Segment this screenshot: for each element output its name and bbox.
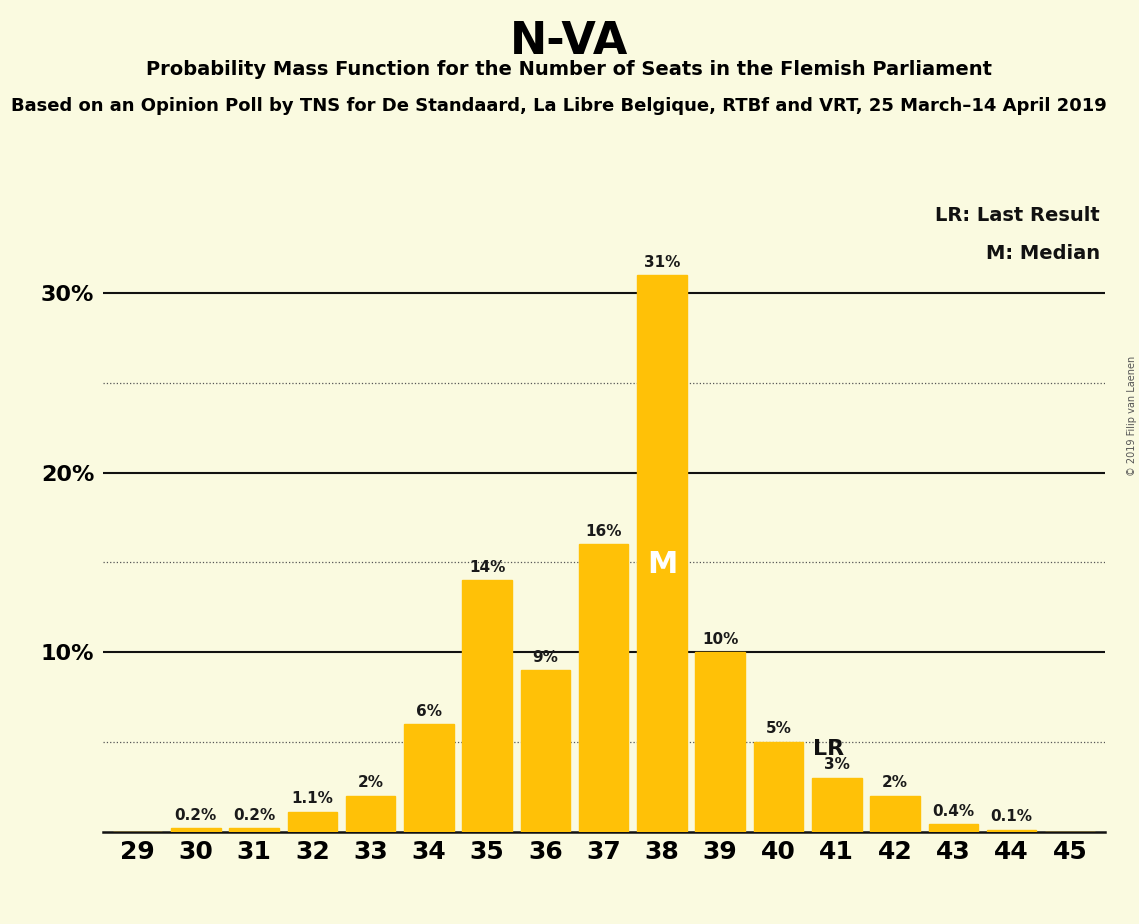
Text: 0.1%: 0.1% (991, 809, 1033, 824)
Text: 0.2%: 0.2% (174, 808, 216, 822)
Text: 2%: 2% (882, 775, 908, 790)
Bar (579, 544, 629, 832)
Text: 10%: 10% (702, 632, 738, 647)
Text: 14%: 14% (469, 560, 506, 575)
Text: 9%: 9% (532, 650, 558, 664)
Text: M: M (647, 550, 677, 579)
Text: M: Median: M: Median (985, 244, 1100, 263)
Text: 3%: 3% (823, 758, 850, 772)
Bar (870, 796, 920, 832)
Text: Based on an Opinion Poll by TNS for De Standaard, La Libre Belgique, RTBf and VR: Based on an Opinion Poll by TNS for De S… (11, 97, 1107, 115)
Text: 16%: 16% (585, 524, 622, 539)
Text: N-VA: N-VA (510, 20, 629, 64)
Bar (404, 723, 453, 832)
Bar (754, 742, 803, 832)
Text: 0.4%: 0.4% (932, 804, 974, 819)
Text: LR: LR (813, 739, 845, 759)
Text: 31%: 31% (644, 255, 680, 270)
Bar (171, 828, 221, 832)
Bar (521, 670, 571, 832)
Bar (696, 652, 745, 832)
Bar (287, 812, 337, 832)
Text: 5%: 5% (765, 722, 792, 736)
Bar (229, 828, 279, 832)
Text: Probability Mass Function for the Number of Seats in the Flemish Parliament: Probability Mass Function for the Number… (147, 60, 992, 79)
Text: 1.1%: 1.1% (292, 792, 334, 807)
Bar (346, 796, 395, 832)
Bar (986, 830, 1036, 832)
Text: 2%: 2% (358, 775, 384, 790)
Bar (462, 580, 511, 832)
Text: 0.2%: 0.2% (232, 808, 276, 822)
Bar (637, 275, 687, 832)
Bar (812, 778, 861, 832)
Text: LR: Last Result: LR: Last Result (935, 206, 1100, 225)
Bar (928, 824, 978, 832)
Text: © 2019 Filip van Laenen: © 2019 Filip van Laenen (1126, 356, 1137, 476)
Text: 6%: 6% (416, 703, 442, 719)
